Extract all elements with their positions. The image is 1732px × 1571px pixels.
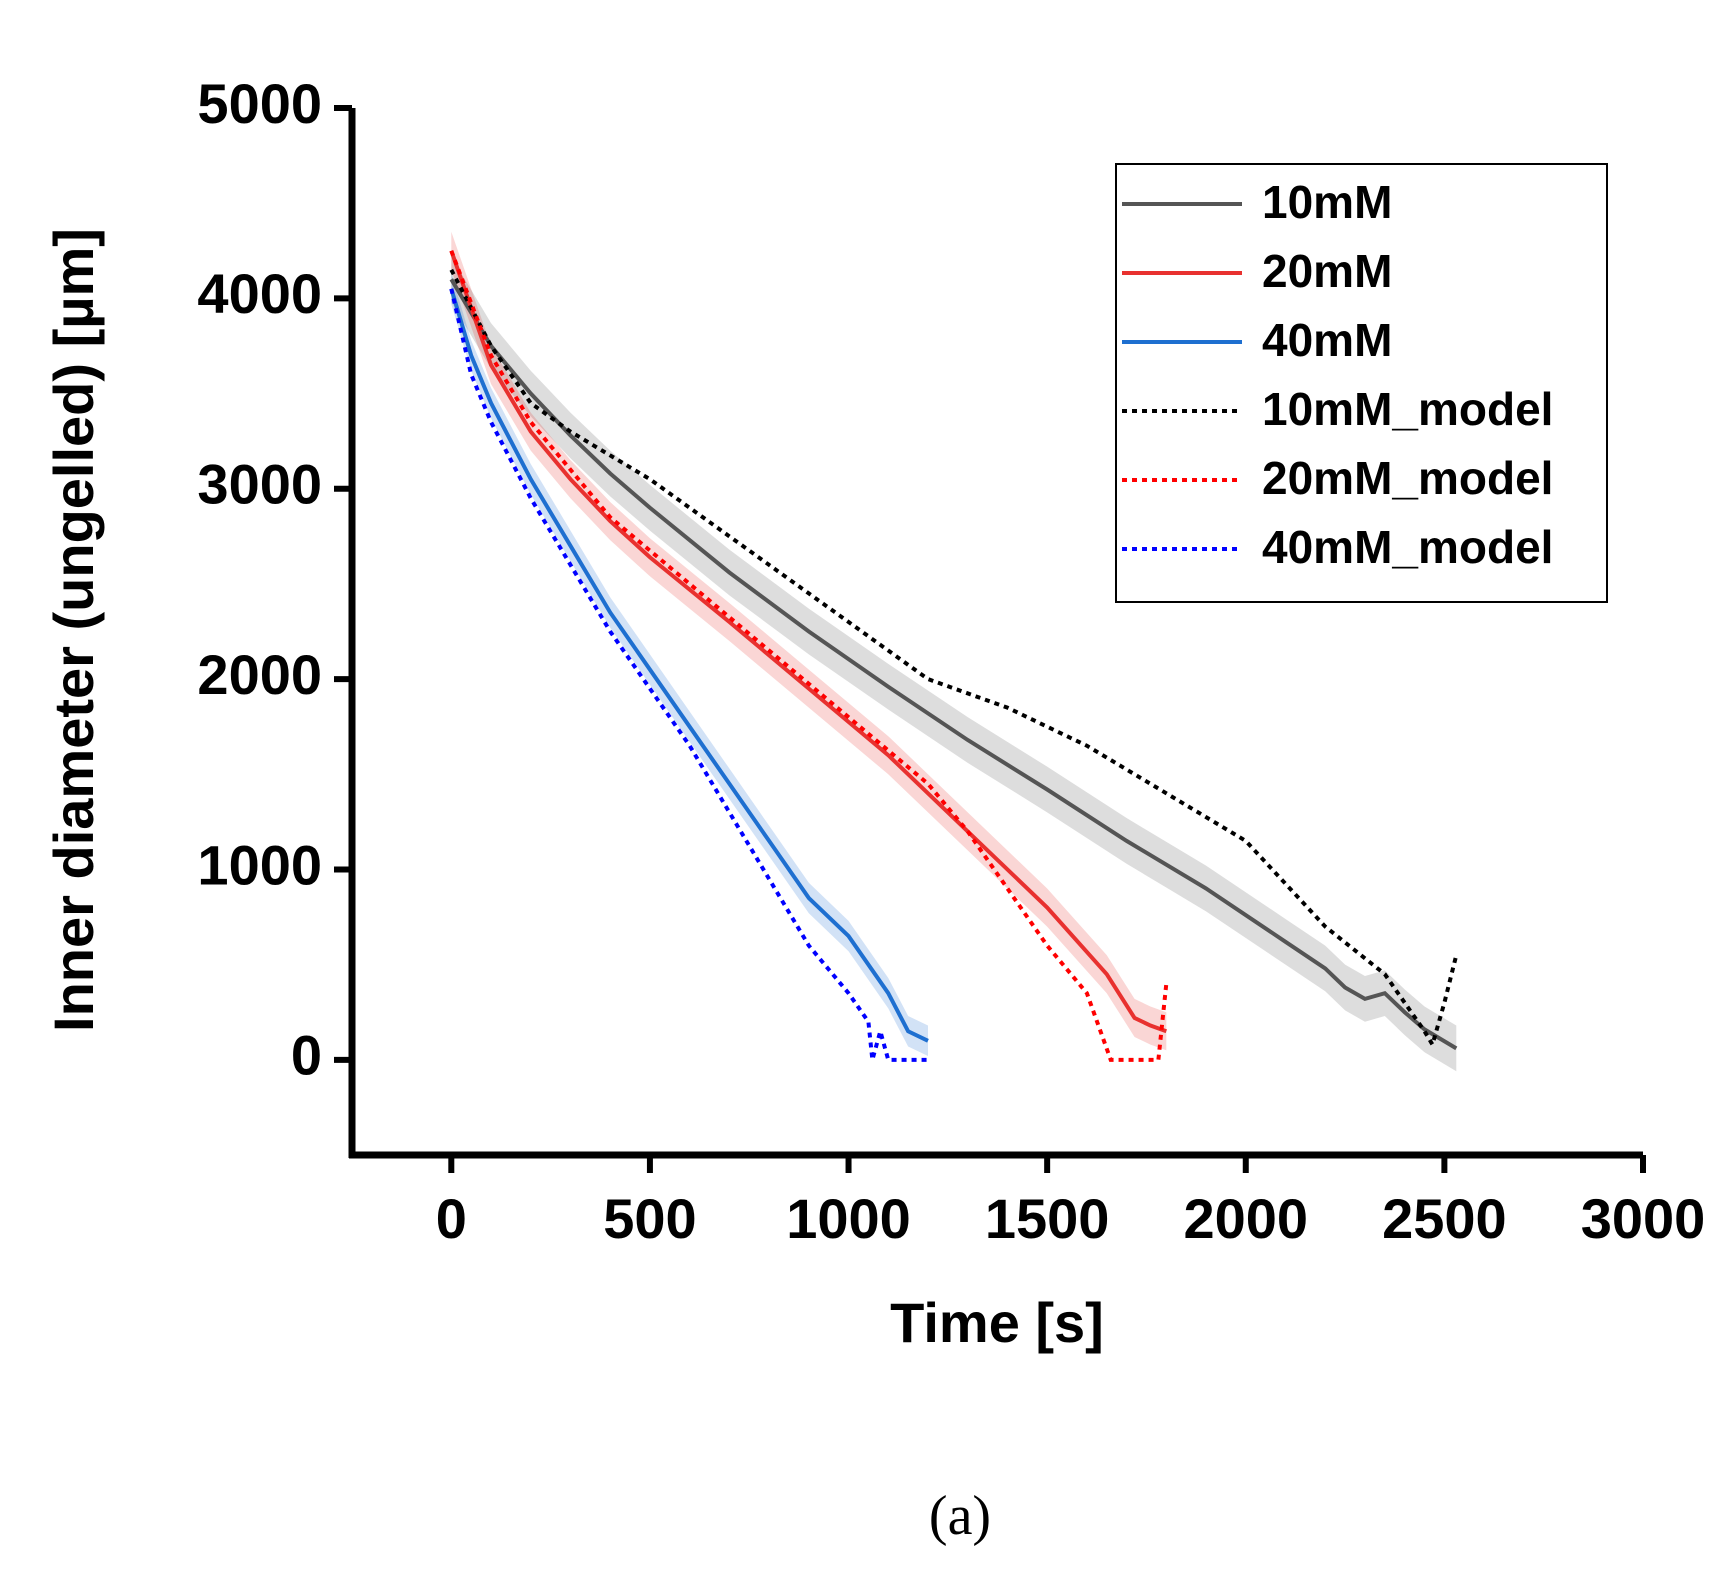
legend-label: 20mM_model xyxy=(1262,452,1553,504)
series-line xyxy=(449,250,1167,1034)
y-tick-label: 5000 xyxy=(197,72,322,135)
legend-box xyxy=(1115,163,1608,603)
series-line xyxy=(449,268,1459,1050)
legend-label: 40mM_model xyxy=(1262,521,1553,573)
error-band xyxy=(451,256,1457,1072)
series-line xyxy=(449,250,1169,1062)
legend-label: 10mM xyxy=(1262,176,1392,228)
x-tick-label: 2000 xyxy=(1183,1187,1308,1250)
x-tick-label: 2500 xyxy=(1382,1187,1507,1250)
y-tick-label: 1000 xyxy=(197,833,322,896)
error-band xyxy=(451,273,928,1057)
caption: (a) xyxy=(929,1485,991,1547)
error-band xyxy=(451,231,1167,1051)
legend-label: 20mM xyxy=(1262,245,1392,297)
x-tick-label: 3000 xyxy=(1581,1187,1706,1250)
x-tick-label: 1000 xyxy=(786,1187,911,1250)
y-tick-label: 3000 xyxy=(197,453,322,516)
legend-label: 10mM_model xyxy=(1262,383,1553,435)
series-line xyxy=(449,288,929,1043)
y-axis-label: Inner diameter (ungelled) [µm] xyxy=(42,228,105,1032)
y-tick-label: 4000 xyxy=(197,262,322,325)
y-tick-label: 0 xyxy=(291,1024,322,1087)
x-tick-label: 1500 xyxy=(985,1187,1110,1250)
x-tick-label: 0 xyxy=(436,1187,467,1250)
x-axis-label: Time [s] xyxy=(890,1291,1104,1354)
x-tick-label: 500 xyxy=(603,1187,696,1250)
series-line xyxy=(449,278,1458,1051)
legend-label: 40mM xyxy=(1262,314,1392,366)
y-tick-label: 2000 xyxy=(197,643,322,706)
